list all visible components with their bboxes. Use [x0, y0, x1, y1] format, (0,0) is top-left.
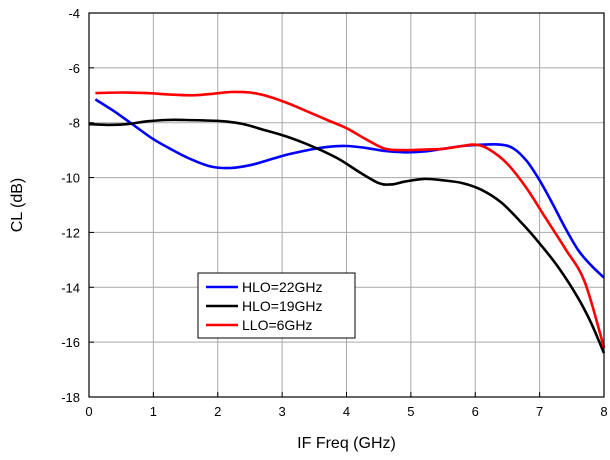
- series-lines: [88, 90, 606, 354]
- grid: [89, 13, 604, 397]
- x-tick-label: 5: [407, 404, 414, 419]
- x-tick-label: 0: [85, 404, 92, 419]
- y-tick-label: -18: [61, 390, 80, 405]
- y-tick-label: -8: [68, 116, 80, 131]
- series-line-hlo-22ghz: [94, 98, 605, 279]
- series-line-llo-6ghz: [95, 90, 606, 348]
- legend-label-llo-6ghz: LLO=6GHz: [242, 317, 312, 333]
- y-tick-label: -14: [61, 280, 80, 295]
- x-axis-title: IF Freq (GHz): [297, 435, 396, 452]
- x-tick-label: 7: [536, 404, 543, 419]
- series-line-hlo-19ghz: [88, 118, 606, 354]
- x-tick-label: 3: [279, 404, 286, 419]
- axis-ticks: 0 1 2 3 4 5 6 7 8 -18 -16 -14 -12 -10 -8 -6 -4: [61, 6, 607, 419]
- x-tick-label: 1: [150, 404, 157, 419]
- y-axis-title: CL (dB): [9, 178, 26, 233]
- legend-label-hlo-19ghz: HLO=19GHz: [242, 298, 323, 314]
- y-tick-label: -12: [61, 225, 80, 240]
- y-tick-label: -16: [61, 335, 80, 350]
- legend: HLO=22GHz HLO=19GHz LLO=6GHz: [197, 272, 356, 339]
- y-tick-label: -4: [68, 6, 80, 21]
- y-tick-label: -6: [68, 61, 80, 76]
- y-tick-label: -10: [61, 171, 80, 186]
- x-tick-label: 8: [600, 404, 607, 419]
- legend-label-hlo-22ghz: HLO=22GHz: [242, 279, 323, 295]
- x-tick-label: 4: [343, 404, 350, 419]
- x-tick-label: 2: [214, 404, 221, 419]
- x-tick-label: 6: [472, 404, 479, 419]
